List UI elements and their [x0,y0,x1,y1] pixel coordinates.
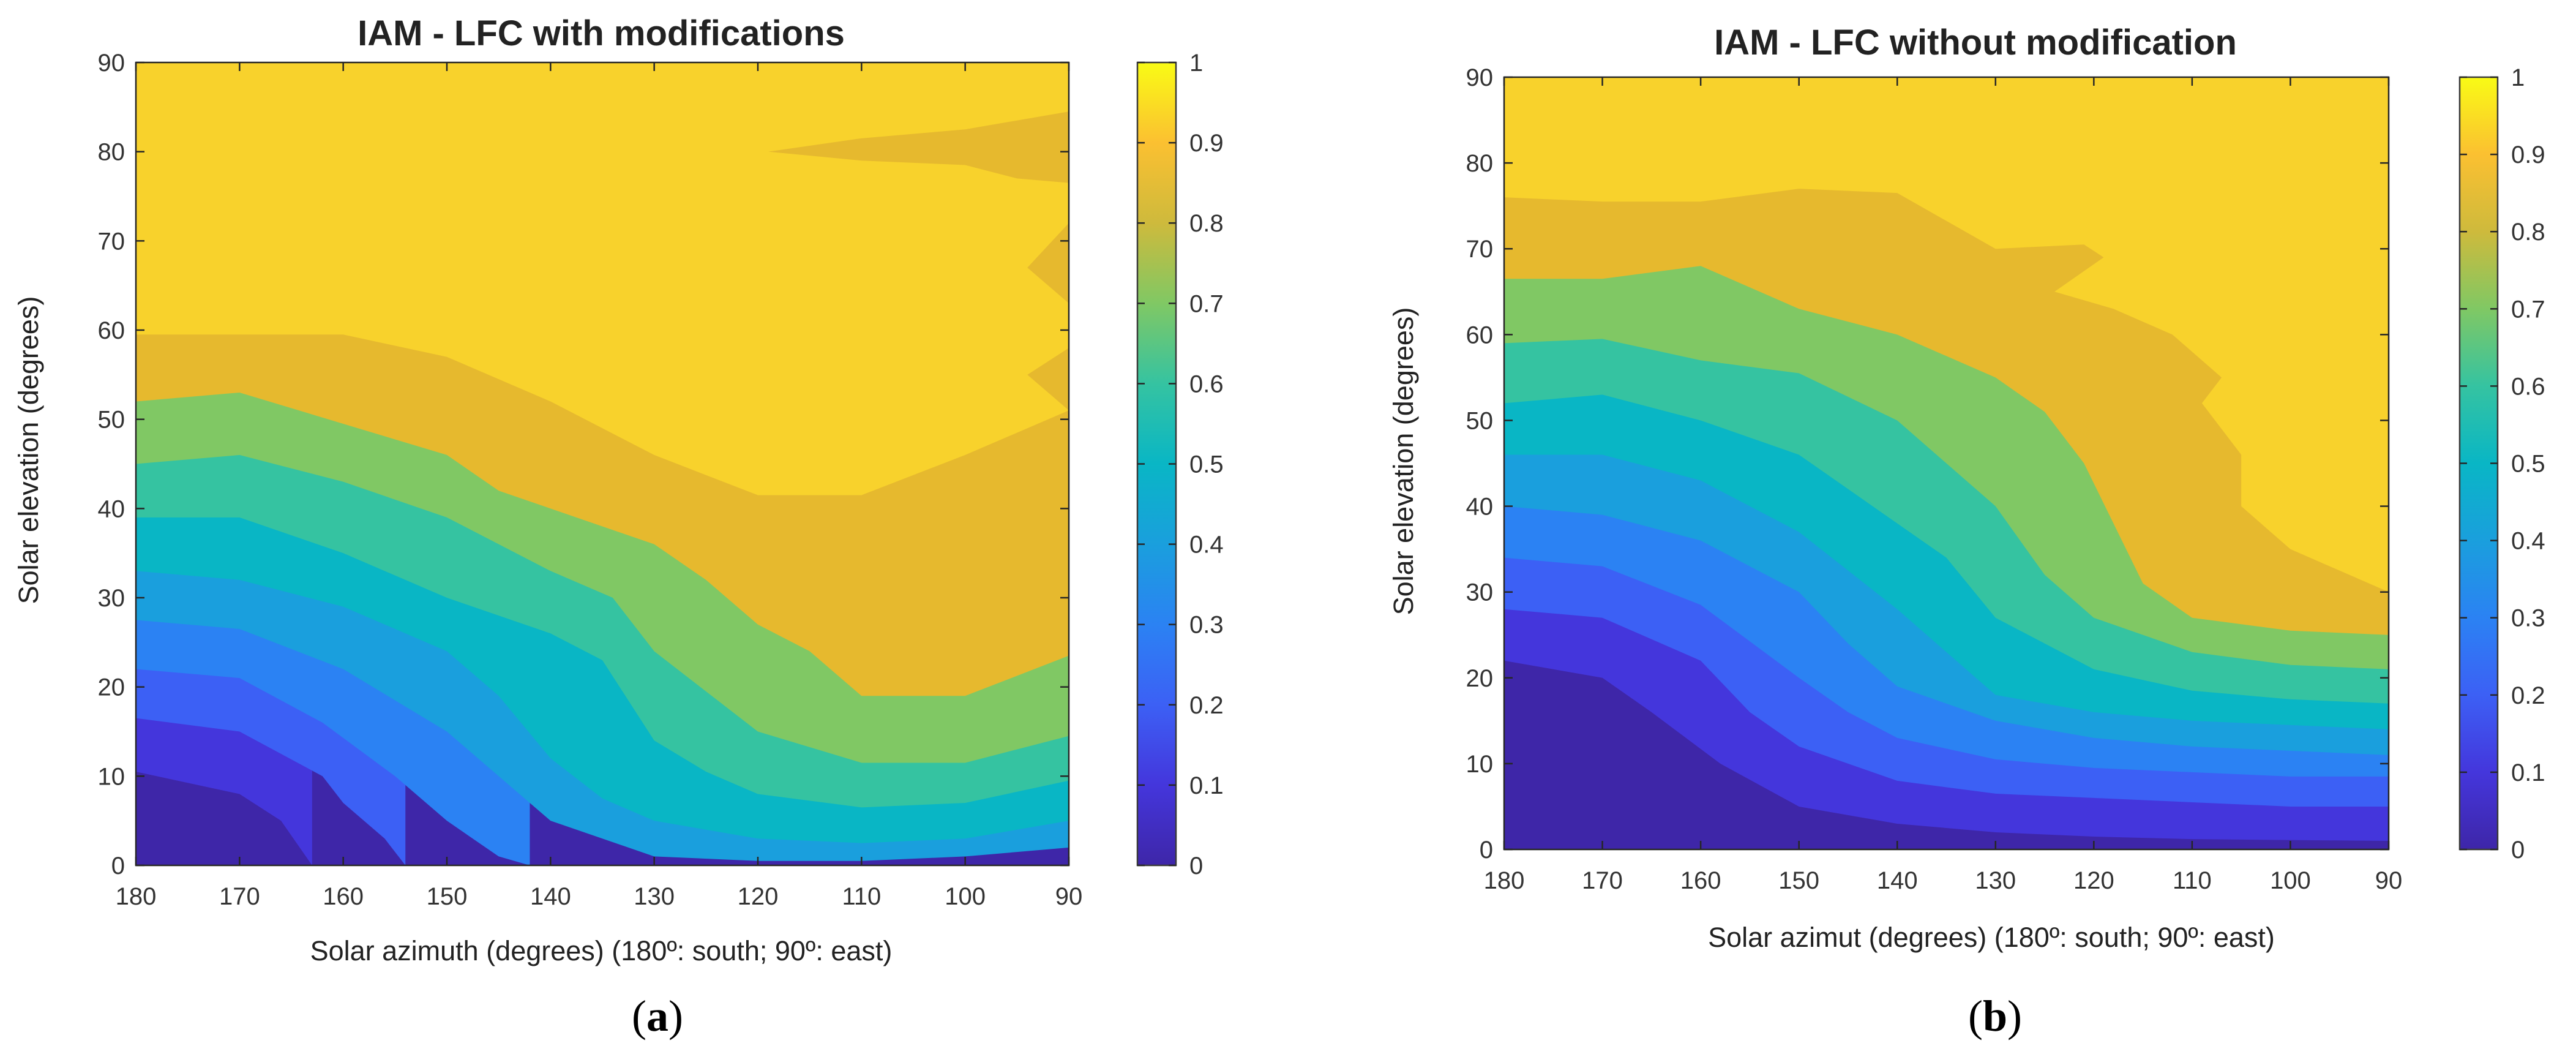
plot-area-a [135,61,1070,867]
panel-label-a: (a) [632,992,683,1041]
y-tick-label-20: 20 [98,674,125,701]
colorbar-tick-label-1: 1 [1189,50,1203,77]
x-tick-label-110: 110 [842,883,881,910]
y-tick-label-40: 40 [98,495,125,522]
colorbar-tick-label-0.8: 0.8 [1189,210,1224,237]
chart-title-b: IAM - LFC without modification [1714,23,2237,62]
contour-island-2 [1027,348,1069,411]
x-tick-label-170: 170 [219,883,260,910]
colorbar-ticks-a: 0 0.1 0.2 0.3 0.4 0.5 0.6 0.7 0.8 0.9 1 [1137,50,1224,879]
panel-label-b-open: ( [1968,992,1983,1041]
x-axis-label-a: Solar azimuth (degrees) (180º: south; 90… [310,935,893,966]
y-ticks-b: 0 10 20 30 40 50 60 70 80 90 [1466,64,2389,864]
colorbar-tick-label-0.4: 0.4 [1189,532,1224,559]
y-tick-label-20: 20 [1466,665,1494,692]
contour-island-1 [1027,223,1069,304]
x-tick-label-100: 100 [945,883,986,910]
y-ticks-a: 0 10 20 30 40 50 60 70 80 90 [98,50,1069,879]
x-tick-label-130: 130 [1975,867,2016,894]
x-tick-label-100: 100 [2270,867,2311,894]
y-tick-label-0: 0 [1480,837,1493,864]
x-tick-label-140: 140 [1877,867,1918,894]
contour-band-9 [1504,77,2389,592]
colorbar-tick-label-0: 0 [1189,853,1203,879]
y-tick-label-90: 90 [1466,64,1494,91]
x-tick-label-180: 180 [1484,867,1525,894]
y-tick-label-60: 60 [98,317,125,344]
y-tick-label-30: 30 [98,585,125,612]
panel-label-a-open: ( [632,992,646,1041]
colorbar-tick-label-0.9: 0.9 [2511,141,2545,168]
colorbar-a: 0 0.1 0.2 0.3 0.4 0.5 0.6 0.7 0.8 0.9 1 [1136,50,1224,879]
colorbar-tick-label-0.3: 0.3 [1189,612,1224,639]
colorbar-tick-label-0: 0 [2511,837,2525,864]
colorbar-tick-label-0.7: 0.7 [2511,296,2545,323]
x-tick-label-90: 90 [2375,867,2403,894]
x-axis-label-b: Solar azimut (degrees) (180º: south; 90º… [1708,922,2275,953]
colorbar-tick-label-0.5: 0.5 [2511,451,2545,478]
colorbar-tick-label-0.1: 0.1 [2511,759,2545,786]
colorbar-tick-label-0.1: 0.1 [1189,772,1224,799]
x-tick-label-150: 150 [1778,867,1819,894]
x-tick-label-90: 90 [1055,883,1083,910]
x-tick-label-150: 150 [427,883,468,910]
y-tick-label-90: 90 [98,50,125,77]
y-tick-label-80: 80 [98,139,125,166]
y-axis-label-b: Solar elevation (degrees) [1388,307,1419,615]
plot-frame [135,61,1070,867]
panel-label-a-close: ) [668,992,683,1041]
colorbar-tick-label-0.4: 0.4 [2511,528,2545,555]
y-tick-label-50: 50 [98,407,125,434]
x-ticks-a: 180 170 160 150 140 130 120 110 100 90 [116,62,1083,910]
panel-label-b-close: ) [2007,992,2022,1041]
y-tick-label-40: 40 [1466,494,1494,521]
contour-band-9 [136,62,1069,495]
y-axis-label-a: Solar elevation (degrees) [13,296,44,604]
colorbar-tick-label-0.7: 0.7 [1189,290,1224,317]
colorbar-b: 0 0.1 0.2 0.3 0.4 0.5 0.6 0.7 0.8 0.9 1 [2458,64,2545,864]
x-ticks-b: 180 170 160 150 140 130 120 110 100 90 [1484,77,2403,894]
x-tick-label-120: 120 [738,883,779,910]
x-tick-label-160: 160 [323,883,364,910]
colorbar-tick-label-0.5: 0.5 [1189,451,1224,478]
colorbar-ticks-b: 0 0.1 0.2 0.3 0.4 0.5 0.6 0.7 0.8 0.9 1 [2460,64,2545,864]
panel-label-b: (b) [1968,992,2022,1041]
colorbar-tick-label-0.9: 0.9 [1189,130,1224,157]
y-tick-label-10: 10 [1466,751,1494,778]
colorbar-tick-label-1: 1 [2511,64,2525,91]
panel-label-a-letter: a [646,992,668,1041]
contour-island-0 [768,111,1069,183]
y-tick-label-70: 70 [1466,236,1494,263]
x-tick-label-180: 180 [116,883,157,910]
colorbar-tick-label-0.3: 0.3 [2511,605,2545,632]
y-tick-label-30: 30 [1466,579,1494,606]
colorbar-tick-label-0.2: 0.2 [2511,682,2545,709]
colorbar-tick-label-0.6: 0.6 [1189,371,1224,397]
chart-a: IAM - LFC with modifications Solar azimu… [13,13,1224,966]
colorbar-tick-label-0.2: 0.2 [1189,692,1224,719]
plot-area-b [1503,76,2390,851]
y-tick-label-0: 0 [111,853,125,879]
x-tick-label-110: 110 [2173,867,2212,894]
x-tick-label-140: 140 [530,883,571,910]
y-tick-label-60: 60 [1466,322,1494,348]
panel-label-b-letter: b [1983,992,2007,1041]
chart-b: IAM - LFC without modification Solar azi… [1388,23,2545,953]
colorbar-tick-label-0.8: 0.8 [2511,219,2545,246]
y-tick-label-10: 10 [98,763,125,790]
chart-title-a: IAM - LFC with modifications [358,13,845,53]
y-tick-label-50: 50 [1466,407,1494,434]
x-tick-label-170: 170 [1582,867,1623,894]
colorbar-tick-label-0.6: 0.6 [2511,373,2545,400]
x-tick-label-130: 130 [634,883,675,910]
x-tick-label-120: 120 [2073,867,2114,894]
y-tick-label-80: 80 [1466,150,1494,177]
plot-frame [1503,76,2390,851]
x-tick-label-160: 160 [1680,867,1721,894]
y-tick-label-70: 70 [98,228,125,255]
